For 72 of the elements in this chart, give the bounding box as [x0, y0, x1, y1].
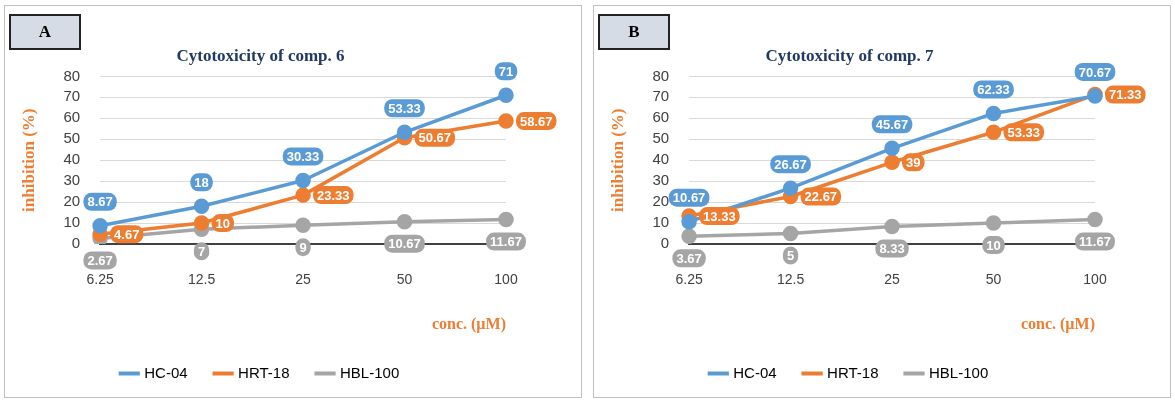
- data-label: 53.33: [388, 100, 421, 116]
- legend-label: HC-04: [144, 363, 188, 381]
- data-label: 22.67: [804, 189, 838, 205]
- data-label: 50.67: [418, 130, 452, 146]
- legend-label: HRT-18: [827, 363, 879, 381]
- chart-title: Cytotoxicity of comp. 6: [176, 45, 345, 65]
- y-tick-label: 0: [660, 234, 670, 252]
- data-label: 11.67: [1079, 234, 1111, 250]
- y-tick-label: 50: [63, 129, 81, 147]
- y-tick-label: 10: [652, 213, 670, 231]
- y-tick-label: 30: [652, 171, 670, 189]
- data-label: 10: [986, 237, 1001, 253]
- data-label: 26.67: [774, 156, 807, 172]
- data-label: 8.67: [87, 194, 113, 210]
- x-tick-label: 25: [295, 271, 312, 288]
- x-tick-label: 25: [884, 271, 901, 288]
- legend-label: HC-04: [733, 363, 777, 381]
- y-axis-title: inhibition (%): [18, 108, 38, 212]
- y-tick-label: 20: [652, 192, 670, 210]
- x-tick-label: 50: [396, 271, 413, 288]
- x-tick-label: 50: [985, 271, 1002, 288]
- data-label: 53.33: [1007, 124, 1041, 140]
- x-tick-label: 100: [494, 271, 518, 288]
- data-label: 18: [194, 174, 209, 190]
- y-tick-label: 0: [71, 234, 81, 252]
- data-label: 11.67: [490, 234, 522, 250]
- x-tick-label: 6.25: [86, 271, 114, 288]
- y-tick-label: 50: [652, 129, 670, 147]
- x-tick-label: 100: [1083, 271, 1107, 288]
- data-label: 7: [197, 243, 206, 259]
- data-label: 13.33: [703, 208, 736, 224]
- data-label: 10.67: [388, 236, 421, 252]
- x-axis-title: conc. (µM): [1020, 314, 1095, 333]
- y-tick-label: 30: [63, 171, 81, 189]
- y-tick-label: 60: [63, 108, 81, 126]
- data-label: 8.33: [879, 241, 905, 257]
- data-label: 3.67: [676, 250, 702, 266]
- data-label: 23.33: [317, 187, 350, 203]
- legend-label: HRT-18: [238, 363, 290, 381]
- data-label: 58.67: [519, 113, 553, 129]
- data-label: 10: [215, 215, 231, 231]
- y-tick-label: 40: [63, 150, 81, 168]
- y-tick-label: 60: [652, 108, 670, 126]
- y-tick-label: 70: [652, 87, 670, 105]
- data-label: 30.33: [286, 149, 320, 165]
- data-label: 9: [299, 239, 307, 255]
- text: B: [598, 14, 670, 50]
- y-tick-label: 80: [652, 66, 670, 84]
- y-tick-label: 70: [63, 87, 81, 105]
- y-tick-label: 40: [652, 150, 670, 168]
- y-tick-label: 20: [63, 192, 81, 210]
- legend-label: HBL-100: [340, 363, 400, 381]
- data-label: 10.67: [672, 190, 706, 206]
- text: A: [9, 14, 81, 50]
- y-axis-title: inhibition (%): [607, 108, 627, 212]
- x-tick-label: 12.5: [776, 271, 805, 288]
- data-label: 4.67: [114, 226, 140, 242]
- x-tick-label: 12.5: [187, 271, 216, 288]
- y-tick-label: 80: [63, 66, 81, 84]
- data-label: 5: [786, 248, 795, 264]
- legend-label: HBL-100: [929, 363, 989, 381]
- x-tick-label: 6.25: [675, 271, 703, 288]
- data-label: 62.33: [977, 82, 1010, 97]
- data-label: 39: [906, 154, 921, 170]
- data-label: 71.33: [1108, 87, 1142, 103]
- x-axis-title: conc. (µM): [431, 314, 506, 333]
- data-label: 2.67: [87, 252, 113, 268]
- y-tick-label: 10: [63, 213, 81, 231]
- data-label: 71: [498, 63, 514, 79]
- data-label: 70.67: [1078, 64, 1112, 80]
- chart-title: Cytotoxicity of comp. 7: [765, 45, 935, 65]
- data-label: 45.67: [875, 116, 909, 132]
